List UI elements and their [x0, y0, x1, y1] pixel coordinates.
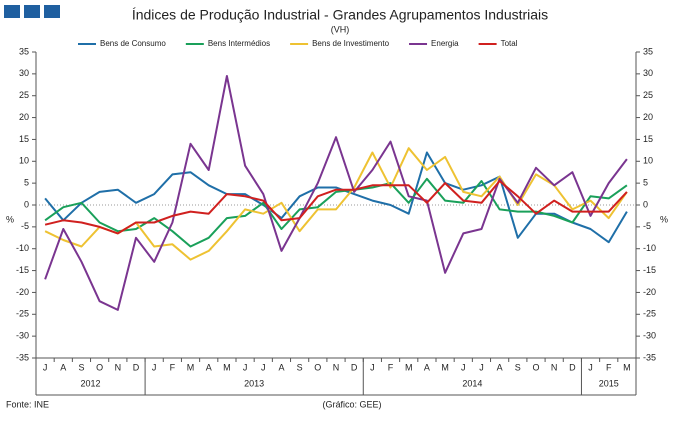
x-tick-label: O — [314, 362, 321, 372]
x-tick-label: A — [206, 362, 212, 372]
x-tick-label: M — [623, 362, 631, 372]
y-axis-label: % — [6, 214, 14, 224]
x-tick-label: F — [388, 362, 394, 372]
y2-tick-label: 5 — [643, 178, 648, 188]
x-tick-label: A — [497, 362, 503, 372]
x-tick-label: F — [606, 362, 612, 372]
year-label: 2015 — [599, 378, 619, 388]
x-tick-label: M — [441, 362, 449, 372]
y2-tick-label: 15 — [643, 134, 653, 144]
y2-tick-label: 10 — [643, 156, 653, 166]
x-tick-label: N — [551, 362, 558, 372]
y-tick-label: -20 — [16, 287, 29, 297]
y2-tick-label: -20 — [643, 287, 656, 297]
y-tick-label: 10 — [19, 156, 29, 166]
series-line — [44, 180, 628, 235]
credit: (Gráfico: GEE) — [322, 399, 381, 409]
year-label: 2014 — [462, 378, 482, 388]
chart-subtitle: (VH) — [331, 24, 350, 34]
y-tick-label: 20 — [19, 112, 29, 122]
x-tick-label: D — [569, 362, 576, 372]
chart-title: Índices de Produção Industrial - Grandes… — [132, 7, 548, 23]
y-tick-label: 35 — [19, 46, 29, 56]
x-tick-label: M — [187, 362, 195, 372]
x-tick-label: D — [351, 362, 358, 372]
x-tick-label: J — [588, 362, 593, 372]
y2-tick-label: 0 — [643, 199, 648, 209]
y2-tick-label: 25 — [643, 90, 653, 100]
y2-tick-label: -35 — [643, 352, 656, 362]
series-line — [44, 147, 628, 261]
x-tick-label: A — [424, 362, 430, 372]
y-tick-label: -5 — [21, 221, 29, 231]
y-tick-label: 30 — [19, 68, 29, 78]
x-tick-label: J — [152, 362, 157, 372]
x-tick-label: A — [60, 362, 66, 372]
x-tick-label: A — [278, 362, 284, 372]
y-tick-label: -25 — [16, 309, 29, 319]
x-tick-label: M — [223, 362, 231, 372]
y2-tick-label: -30 — [643, 331, 656, 341]
x-tick-label: O — [532, 362, 539, 372]
y2-tick-label: -15 — [643, 265, 656, 275]
legend-label: Bens de Consumo — [100, 39, 166, 48]
y-tick-label: 15 — [19, 134, 29, 144]
x-tick-label: F — [170, 362, 176, 372]
x-tick-label: J — [479, 362, 484, 372]
x-tick-label: N — [333, 362, 340, 372]
logo-square — [4, 5, 20, 18]
x-tick-label: S — [78, 362, 84, 372]
series-line — [44, 75, 628, 311]
x-tick-label: J — [461, 362, 466, 372]
x-tick-label: J — [243, 362, 248, 372]
series-line — [44, 177, 628, 248]
y2-tick-label: -5 — [643, 221, 651, 231]
y-tick-label: -30 — [16, 331, 29, 341]
y2-tick-label: 20 — [643, 112, 653, 122]
logo-square — [44, 5, 60, 18]
y-tick-label: -35 — [16, 352, 29, 362]
x-tick-label: J — [43, 362, 48, 372]
x-tick-label: O — [96, 362, 103, 372]
y-tick-label: -10 — [16, 243, 29, 253]
y-tick-label: 0 — [24, 199, 29, 209]
y2-tick-label: 35 — [643, 46, 653, 56]
y-tick-label: 5 — [24, 178, 29, 188]
x-tick-label: S — [515, 362, 521, 372]
x-tick-label: J — [370, 362, 375, 372]
y2-tick-label: -25 — [643, 309, 656, 319]
y2-tick-label: -10 — [643, 243, 656, 253]
x-tick-label: S — [297, 362, 303, 372]
x-tick-label: M — [405, 362, 413, 372]
legend-label: Total — [501, 39, 518, 48]
year-label: 2013 — [244, 378, 264, 388]
y2-axis-label: % — [660, 214, 668, 224]
legend-label: Bens de Investimento — [312, 39, 389, 48]
y2-tick-label: 30 — [643, 68, 653, 78]
legend-label: Bens Intermédios — [208, 39, 270, 48]
y-tick-label: 25 — [19, 90, 29, 100]
y-tick-label: -15 — [16, 265, 29, 275]
x-tick-label: D — [133, 362, 140, 372]
legend-label: Energia — [431, 39, 459, 48]
logo-square — [24, 5, 40, 18]
x-tick-label: N — [115, 362, 122, 372]
source: Fonte: INE — [6, 399, 49, 409]
x-tick-label: J — [261, 362, 266, 372]
series-line — [44, 151, 628, 244]
year-label: 2012 — [81, 378, 101, 388]
